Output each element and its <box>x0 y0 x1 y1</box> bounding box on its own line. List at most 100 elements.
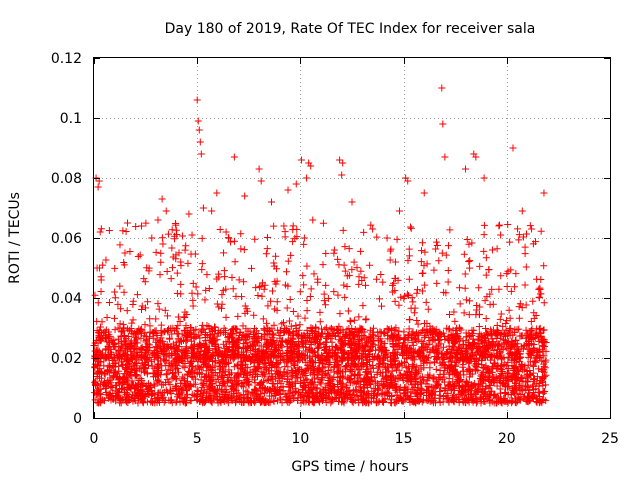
data-point <box>169 253 177 261</box>
data-point <box>493 322 501 330</box>
data-point <box>111 326 119 334</box>
data-point <box>142 219 150 227</box>
data-point <box>346 390 354 398</box>
data-point <box>293 225 301 233</box>
data-point <box>498 366 506 374</box>
data-point <box>255 165 263 173</box>
data-point <box>420 189 428 197</box>
data-point <box>177 258 185 266</box>
data-point <box>91 364 99 372</box>
data-point <box>151 382 159 390</box>
data-point <box>389 337 397 345</box>
data-point <box>194 117 202 125</box>
data-point <box>116 350 124 358</box>
data-point <box>375 398 383 406</box>
data-point <box>263 233 271 241</box>
y-tick-label: 0.12 <box>51 51 82 67</box>
data-point <box>158 195 166 203</box>
data-point <box>210 387 218 395</box>
data-point <box>363 362 371 370</box>
data-point <box>308 378 316 386</box>
data-point <box>440 332 448 340</box>
y-tick-label: 0.1 <box>60 111 82 127</box>
data-point <box>164 366 172 374</box>
data-point <box>111 264 119 272</box>
data-point <box>322 394 330 402</box>
data-point <box>239 383 247 391</box>
data-point <box>360 228 368 236</box>
data-point <box>466 332 474 340</box>
data-point <box>295 326 303 334</box>
data-point <box>446 382 454 390</box>
data-point <box>419 269 427 277</box>
data-point <box>114 388 122 396</box>
data-point <box>460 250 468 258</box>
data-point <box>430 373 438 381</box>
data-point <box>255 283 263 291</box>
data-point <box>180 397 188 405</box>
data-point <box>446 226 454 234</box>
data-point <box>105 299 113 307</box>
data-point <box>473 397 481 405</box>
data-point <box>500 354 508 362</box>
data-point <box>434 341 442 349</box>
data-point <box>329 346 337 354</box>
data-point <box>340 389 348 397</box>
data-point <box>489 377 497 385</box>
data-point <box>304 330 312 338</box>
data-point <box>233 339 241 347</box>
data-point <box>355 374 363 382</box>
data-point <box>359 302 367 310</box>
data-point <box>138 302 146 310</box>
data-point <box>240 246 248 254</box>
data-point <box>448 367 456 375</box>
data-point <box>511 326 519 334</box>
data-point <box>509 144 517 152</box>
data-point <box>536 284 544 292</box>
data-point <box>119 378 127 386</box>
data-point <box>429 399 437 407</box>
data-point <box>460 340 468 348</box>
data-point <box>442 251 450 259</box>
data-point <box>266 392 274 400</box>
data-point <box>91 291 99 299</box>
data-point <box>410 384 418 392</box>
data-point <box>207 377 215 385</box>
data-point <box>117 397 125 405</box>
data-point <box>476 394 484 402</box>
data-point <box>335 322 343 330</box>
data-point <box>436 366 444 374</box>
data-point <box>99 396 107 404</box>
data-point <box>313 384 321 392</box>
data-point <box>395 301 403 309</box>
data-point <box>405 292 413 300</box>
data-point <box>177 356 185 364</box>
data-point <box>482 271 490 279</box>
data-point <box>503 317 511 325</box>
data-point <box>400 389 408 397</box>
data-point <box>471 361 479 369</box>
data-point <box>420 262 428 270</box>
data-point <box>241 353 249 361</box>
data-point <box>111 288 119 296</box>
data-point <box>387 379 395 387</box>
data-point <box>387 361 395 369</box>
data-point <box>298 386 306 394</box>
data-point <box>106 333 114 341</box>
data-point <box>285 383 293 391</box>
data-point <box>171 370 179 378</box>
data-point <box>218 291 226 299</box>
data-point <box>355 280 363 288</box>
data-point <box>316 308 324 316</box>
data-point <box>469 339 477 347</box>
data-point <box>530 375 538 383</box>
data-point <box>164 325 172 333</box>
data-point <box>119 384 127 392</box>
data-point <box>540 299 548 307</box>
data-point <box>338 171 346 179</box>
data-point <box>380 329 388 337</box>
data-point <box>128 365 136 373</box>
data-point <box>334 349 342 357</box>
data-point <box>464 353 472 361</box>
data-point <box>449 334 457 342</box>
